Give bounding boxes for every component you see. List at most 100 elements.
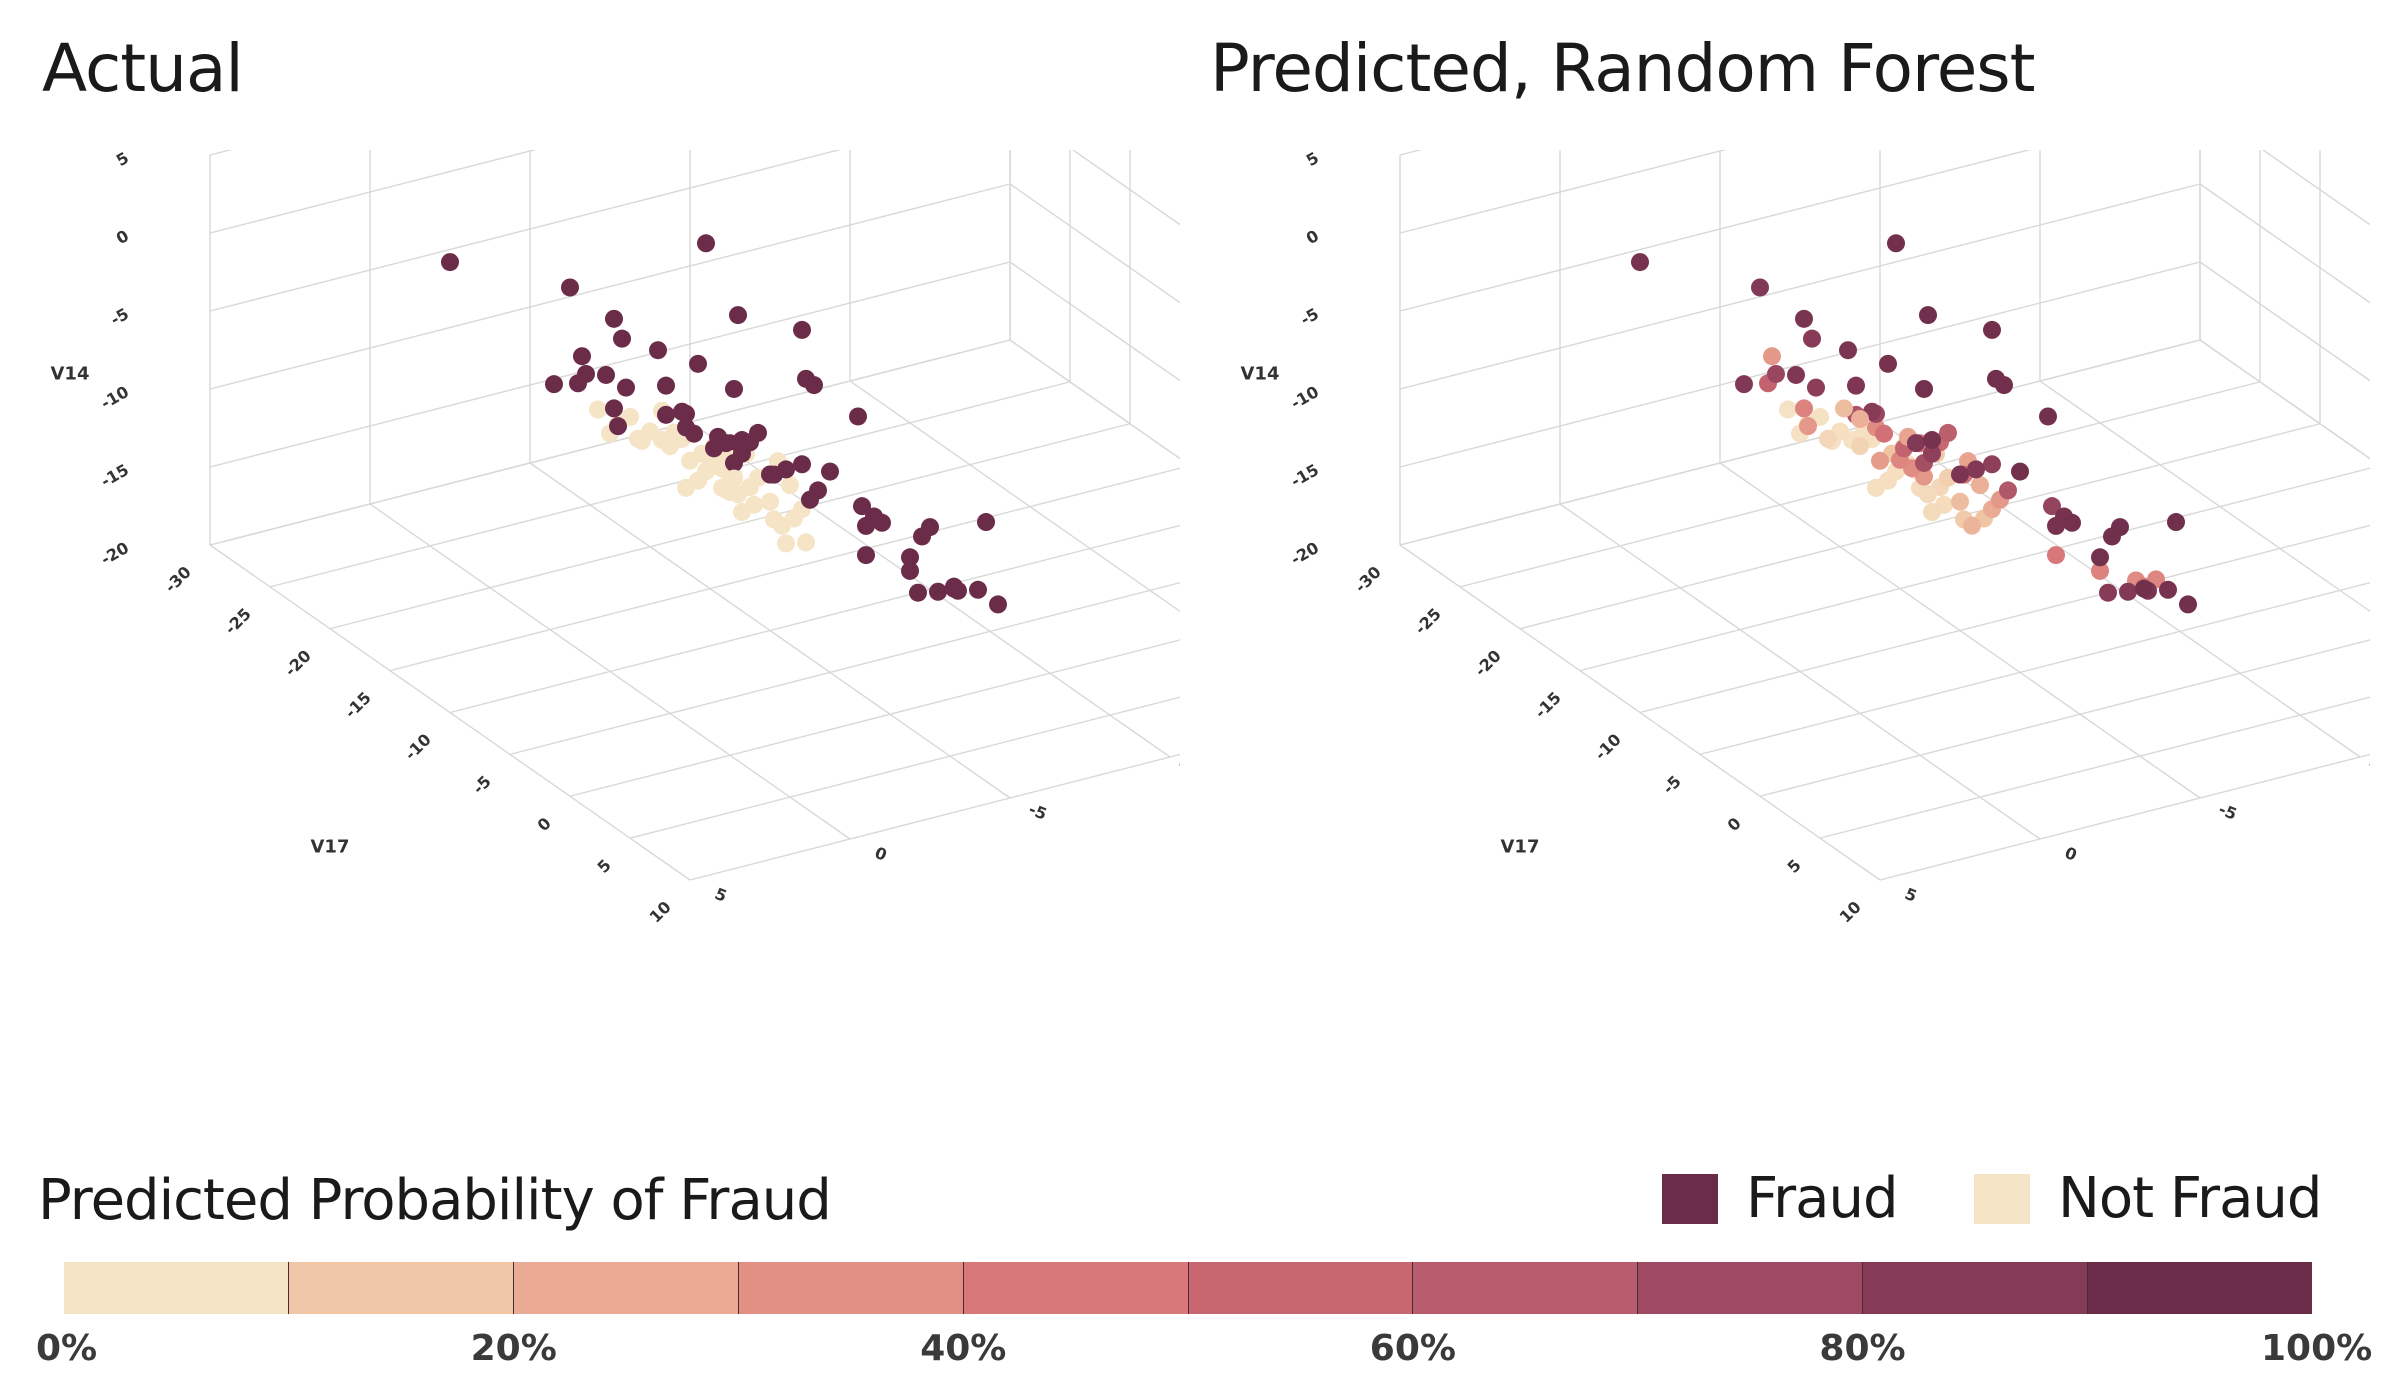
colorbar-tick: 40% [920,1328,1007,1369]
fraud-point [697,234,715,253]
data-point [2063,513,2081,532]
x-axis-title: V17 [1501,837,1540,858]
y-tick-label: 5 [712,884,729,906]
predicted-3d-scatter-plot[interactable]: -30 -25 -20 -15 -10 -5 0 5 10 5 0 -5 -10 -15 -20 5 0 -5 -1… [1190,150,2370,1150]
data-point [1887,234,1905,253]
scatter-points [1631,234,2197,614]
fraud-point [777,460,795,479]
gridline [1399,150,2032,312]
gridline [2200,150,2370,285]
gridline [329,423,1131,630]
colorbar-segment [1863,1262,2089,1314]
gridline [1009,339,1180,460]
data-point [1923,503,1941,522]
data-point [1751,278,1769,297]
gridline [1559,503,2041,840]
gridline [1639,524,2370,714]
data-point [1879,354,1897,373]
x-tick-label: -15 [341,688,375,722]
fraud-point [561,278,579,297]
data-point [1995,376,2013,395]
x-tick-label: 10 [1836,897,1865,926]
data-point [2135,579,2153,598]
data-point [1867,478,1885,497]
data-point [2047,546,2065,565]
data-point [1839,341,1857,360]
data-point [1763,347,1781,366]
gridline [2039,380,2370,613]
colorbar-segment [2088,1262,2313,1314]
data-point [1795,309,1813,328]
z-tick-label: 5 [1303,150,1322,170]
gridline [1009,261,1180,382]
x-tick-label: -30 [161,562,195,596]
not-fraud-point [629,429,647,448]
colorbar-segment [64,1262,289,1314]
fraud-point [729,306,747,325]
z-tick-label: -5 [1297,304,1322,329]
y-tick-label: 0 [872,843,889,865]
gridline [1879,753,2370,881]
data-point [1951,492,1969,511]
data-point [2167,513,2185,532]
data-point [2091,561,2109,580]
fraud-point [761,465,779,484]
fraud-point [989,595,1007,614]
z-tick-label: -15 [1287,460,1322,491]
gridline [209,150,842,312]
fraud-point [685,424,703,443]
data-point [1803,329,1821,348]
gridline [209,150,537,234]
z-axis-title: V14 [1241,364,1280,385]
gridline [1819,696,2370,839]
gridline [1399,544,1881,881]
fraud-point [441,253,459,272]
gridline [2200,150,2370,363]
colorbar-tick: 0% [36,1328,98,1369]
not-fraud-point [781,476,799,495]
gridline [209,261,1011,468]
fraud-point [657,376,675,395]
z-tick-label: -15 [97,460,132,491]
x-tick-label: -10 [401,730,435,764]
fraud-point [793,320,811,339]
fraud-point [805,376,823,395]
fraud-swatch [1662,1173,1718,1224]
z-tick-label: -5 [107,304,132,329]
data-point [2159,580,2177,599]
data-point [1787,365,1805,384]
fraud-point [573,347,591,366]
data-point [2099,583,2117,602]
not-fraud-swatch [1974,1173,2030,1224]
x-tick-label: 0 [534,814,555,835]
fraud-point [613,329,631,348]
data-point [2043,497,2061,516]
gridline [1399,150,1727,234]
gridline [1010,150,1180,285]
actual-3d-scatter-plot[interactable]: -30 -25 -20 -15 -10 -5 0 5 10 5 0 -5 -10 -15 -20 5 0 -5 -1… [0,150,1180,1150]
x-tick-label: -30 [1351,562,1385,596]
not-fraud-point [677,478,695,497]
fraud-point [969,580,987,599]
axis-grid [1399,150,2370,881]
fraud-point [909,583,927,602]
fraud-point [657,405,675,424]
fraud-label: Fraud [1746,1166,1899,1231]
data-point [2039,407,2057,426]
data-point [1799,417,1817,436]
fraud-point [977,513,995,532]
fraud-point [717,434,735,453]
data-point [2111,518,2129,537]
fraud-point [617,378,635,397]
data-point [1735,375,1753,394]
gridline [1459,381,2261,588]
data-point [1919,485,1937,504]
x-tick-label: 5 [1784,856,1805,877]
data-point [1915,379,1933,398]
gridline [1399,183,2201,390]
not-fraud-label: Not Fraud [2058,1166,2322,1231]
z-tick-label: 0 [113,226,132,248]
not-fraud-point [733,503,751,522]
scatter-points [441,234,1007,614]
fraud-point [873,513,891,532]
